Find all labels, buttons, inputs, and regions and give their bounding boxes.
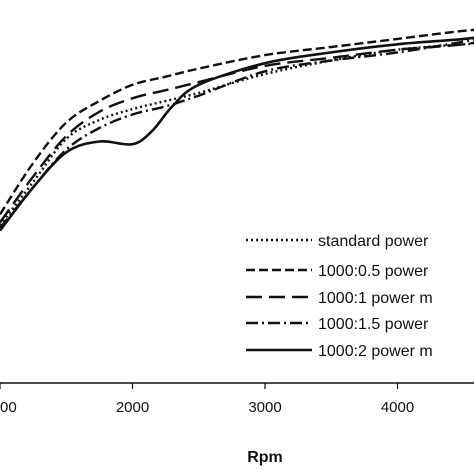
legend-label-3: 1000:1 power m (318, 290, 433, 307)
series-layer (0, 28, 474, 232)
legend-label-4: 1000:1.5 power (318, 316, 429, 333)
x-tick-label: 2000 (116, 399, 149, 416)
legend-label-2: 1000:0.5 power (318, 263, 429, 280)
legend-label-1: standard power (318, 233, 429, 250)
x-tick-label: 4000 (381, 399, 414, 416)
legend-label-5: 1000:2 power m (318, 343, 433, 360)
series-line-5 (0, 36, 474, 232)
series-line-2 (0, 28, 474, 216)
series-line-4 (0, 38, 474, 229)
x-tick-label: 3000 (248, 399, 281, 416)
x-tick-label: 1000 (0, 399, 17, 416)
legend: standard power 1000:0.5 power 1000:1 power… (246, 233, 433, 360)
x-axis-title: Rpm (247, 449, 283, 466)
x-axis-ticks: 100020003000400050006000 (0, 383, 414, 416)
series-line-3 (0, 41, 474, 224)
